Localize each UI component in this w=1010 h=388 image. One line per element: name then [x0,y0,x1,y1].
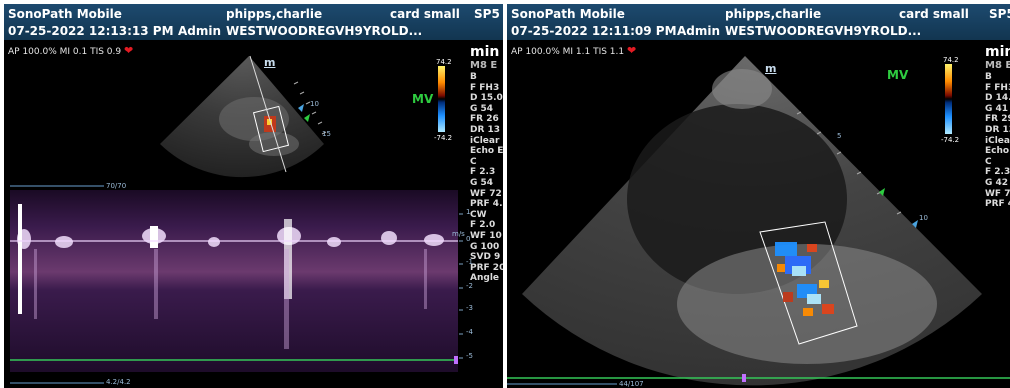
frame-readout: 4.2/4.2 [106,378,131,386]
heart-icon: ❤ [627,44,637,57]
velocity-tick: -4 [466,328,473,336]
mode-title: min [985,44,1010,60]
mode-title: min [470,44,500,60]
app-title: SonoPath Mobile [511,7,625,21]
parameter-line: PRF 20 [470,262,503,273]
preset-name: card small [390,7,460,21]
parameter-line: G 42 [985,177,1009,188]
mv-label: MV [887,68,909,82]
color-scale-max: 74.2 [943,56,959,64]
acoustic-info: AP 100.0% MI 1.1 TIS 1.1 ❤ [511,44,637,57]
left-header-bar: SonoPath Mobile phipps,charlie card smal… [4,4,503,40]
parameter-line: F 2.3 [470,167,496,178]
parameter-line: WF 72 [985,188,1010,199]
parameter-line: Echo E [470,146,503,157]
parameter-line: iClear [470,135,500,146]
left-image-layer [10,55,463,384]
study-id: WESTWOODREGVH9YROLD... [226,24,423,38]
parameter-line: WF 72 [470,188,502,199]
parameter-line: DR 13 [470,124,501,135]
color-scale-min: -74.2 [434,134,453,142]
velocity-tick: 1 [466,208,471,216]
depth-mark-5: 5 [837,132,842,140]
preset-name: card small [899,7,969,21]
parameter-line: D 15.0 [470,93,503,104]
parameter-line: F 2.3 [985,167,1010,178]
mode-sub: M8 E [985,60,1010,71]
right-ultrasound-panel: SonoPath Mobile phipps,charlie card smal… [507,4,1010,388]
parameter-line: C [985,156,992,167]
depth-mark-10: 10 [310,100,319,108]
parameter-line: B [985,72,992,82]
sweep-readout: 70/70 [106,182,127,190]
right-color-box [759,221,858,345]
color-scale-bar [945,64,952,134]
parameter-line: G 54 [470,103,494,114]
velocity-tick: 0 [466,235,471,243]
app-title: SonoPath Mobile [8,7,122,21]
parameter-line: CW [470,209,487,220]
parameter-line: PRF 4. [985,199,1010,210]
probe-name: SP5 [989,7,1010,21]
m-label: m [765,62,777,75]
parameter-line: C [470,156,477,167]
mode-sub: M8 E [470,60,498,71]
exam-datetime: 07-25-2022 12:13:13 PM [8,24,174,38]
parameter-line: FR 29 [985,114,1010,125]
parameter-line: Echo E [985,146,1010,157]
parameter-line: DR 13 [985,124,1010,135]
parameter-line: iClear [985,135,1010,146]
probe-name: SP5 [474,7,500,21]
parameter-line: D 14.0 [985,93,1010,104]
parameter-line: F FH3 [470,82,500,93]
velocity-tick: -3 [466,304,473,312]
parameter-line: WF 10 [470,230,502,241]
color-scale-max: 74.2 [436,58,452,66]
color-scale-min: -74.2 [941,136,960,144]
user-name: Admin [677,24,721,38]
user-name: Admin [178,24,222,38]
velocity-unit: m/s [452,230,465,238]
parameter-line: G 54 [470,177,494,188]
parameter-line: SVD 9 [470,252,501,263]
left-doppler-spectrum [10,190,458,372]
left-ultrasound-panel: SonoPath Mobile phipps,charlie card smal… [4,4,503,388]
right-image-layer [507,56,1010,386]
exam-datetime: 07-25-2022 12:11:09 PM [511,24,677,38]
depth-mark-15: 15 [322,130,331,138]
velocity-tick: -1 [466,258,473,266]
frame-readout: 44/107 [619,380,644,388]
parameter-line: PRF 4. [470,199,503,210]
parameter-line: B [470,72,477,82]
parameter-line: F 2.0 [470,220,496,231]
velocity-tick: -2 [466,282,473,290]
parameter-line: G 41 [985,103,1009,114]
patient-name: phipps,charlie [725,7,822,21]
color-scale-bar [438,66,445,132]
acoustic-info: AP 100.0% MI 0.1 TIS 0.9 ❤ [8,44,134,57]
study-id: WESTWOODREGVH9YROLD... [725,24,922,38]
left-cw-cursor [249,55,287,173]
m-label: m [264,56,276,69]
parameter-line: FR 26 [470,114,499,125]
mv-label: MV [412,92,434,106]
parameter-line: F FH3 [985,82,1010,93]
heart-icon: ❤ [124,44,134,57]
right-header-bar: SonoPath Mobile phipps,charlie card smal… [507,4,1010,40]
parameter-line: Angle [470,273,500,284]
patient-name: phipps,charlie [226,7,323,21]
parameter-line: G 100 [470,241,500,252]
depth-mark-10: 10 [919,214,928,222]
velocity-tick: -5 [466,352,473,360]
